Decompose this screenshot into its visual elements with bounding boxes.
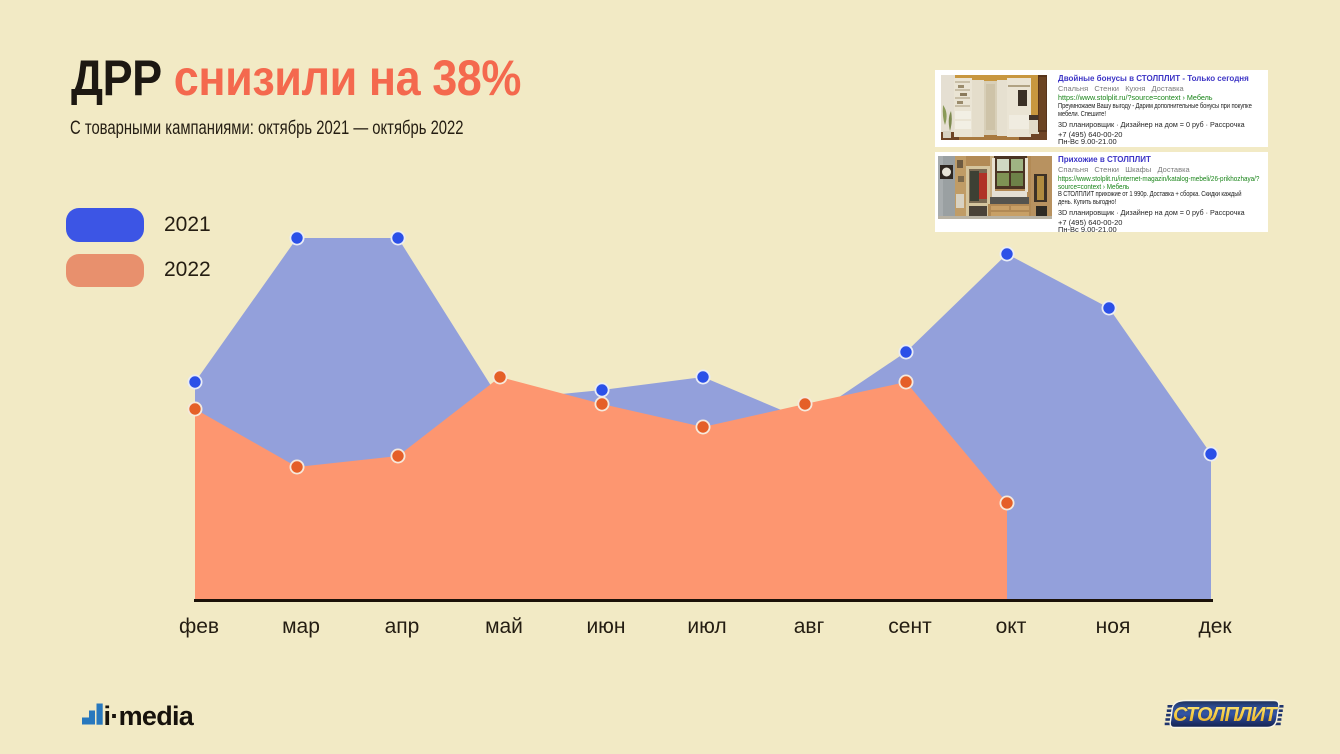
svg-text:i·media: i·media bbox=[104, 701, 195, 730]
svg-text:СТОЛПЛИТ: СТОЛПЛИТ bbox=[1173, 704, 1279, 726]
